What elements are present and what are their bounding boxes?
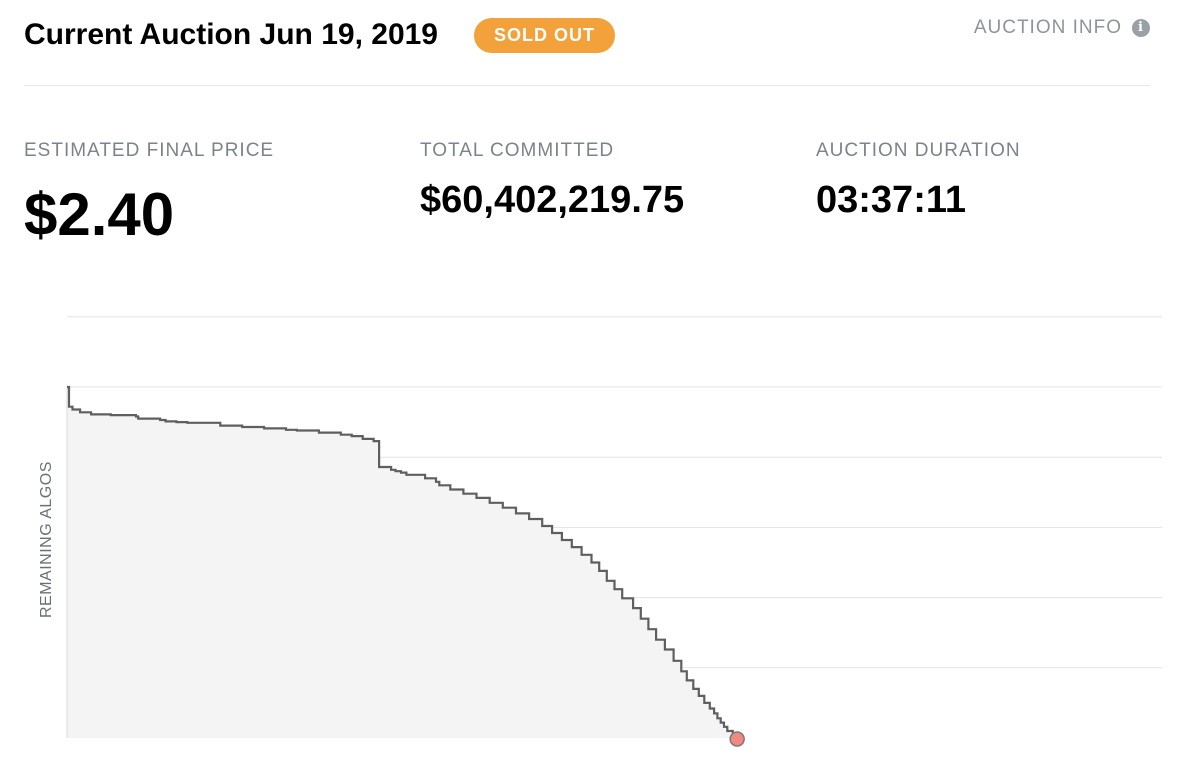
- header-divider: [24, 85, 1150, 86]
- y-axis-label: REMAINING ALGOS: [38, 461, 55, 618]
- sold-out-point: [729, 731, 745, 747]
- auction-title: Current Auction Jun 19, 2019: [24, 18, 438, 51]
- total-committed-value: $60,402,219.75: [420, 179, 685, 221]
- auction-duration-value: 03:37:11: [816, 179, 967, 221]
- info-icon[interactable]: i: [1132, 19, 1150, 37]
- total-committed-stat: TOTAL COMMITTED $60,402,219.75: [420, 140, 684, 222]
- estimated-final-price-value: $2.40: [24, 181, 175, 248]
- remaining-area: [67, 387, 738, 738]
- remaining-algos-chart: REMAINING ALGOS: [0, 300, 1200, 766]
- auction-info-label: AUCTION INFO: [973, 17, 1122, 38]
- auction-header: Current Auction Jun 19, 2019 SOLD OUT AU…: [24, 14, 1150, 58]
- chart-svg: [66, 316, 1162, 747]
- status-badge: SOLD OUT: [474, 18, 615, 53]
- remaining-line: [67, 385, 739, 738]
- auction-info-link[interactable]: AUCTION INFO i: [974, 17, 1150, 39]
- total-committed-label: TOTAL COMMITTED: [420, 140, 615, 161]
- auction-duration-stat: AUCTION DURATION 03:37:11: [816, 140, 1021, 222]
- estimated-final-price-label: ESTIMATED FINAL PRICE: [24, 140, 275, 161]
- estimated-final-price-stat: ESTIMATED FINAL PRICE $2.40: [24, 140, 274, 249]
- auction-duration-label: AUCTION DURATION: [816, 140, 1021, 161]
